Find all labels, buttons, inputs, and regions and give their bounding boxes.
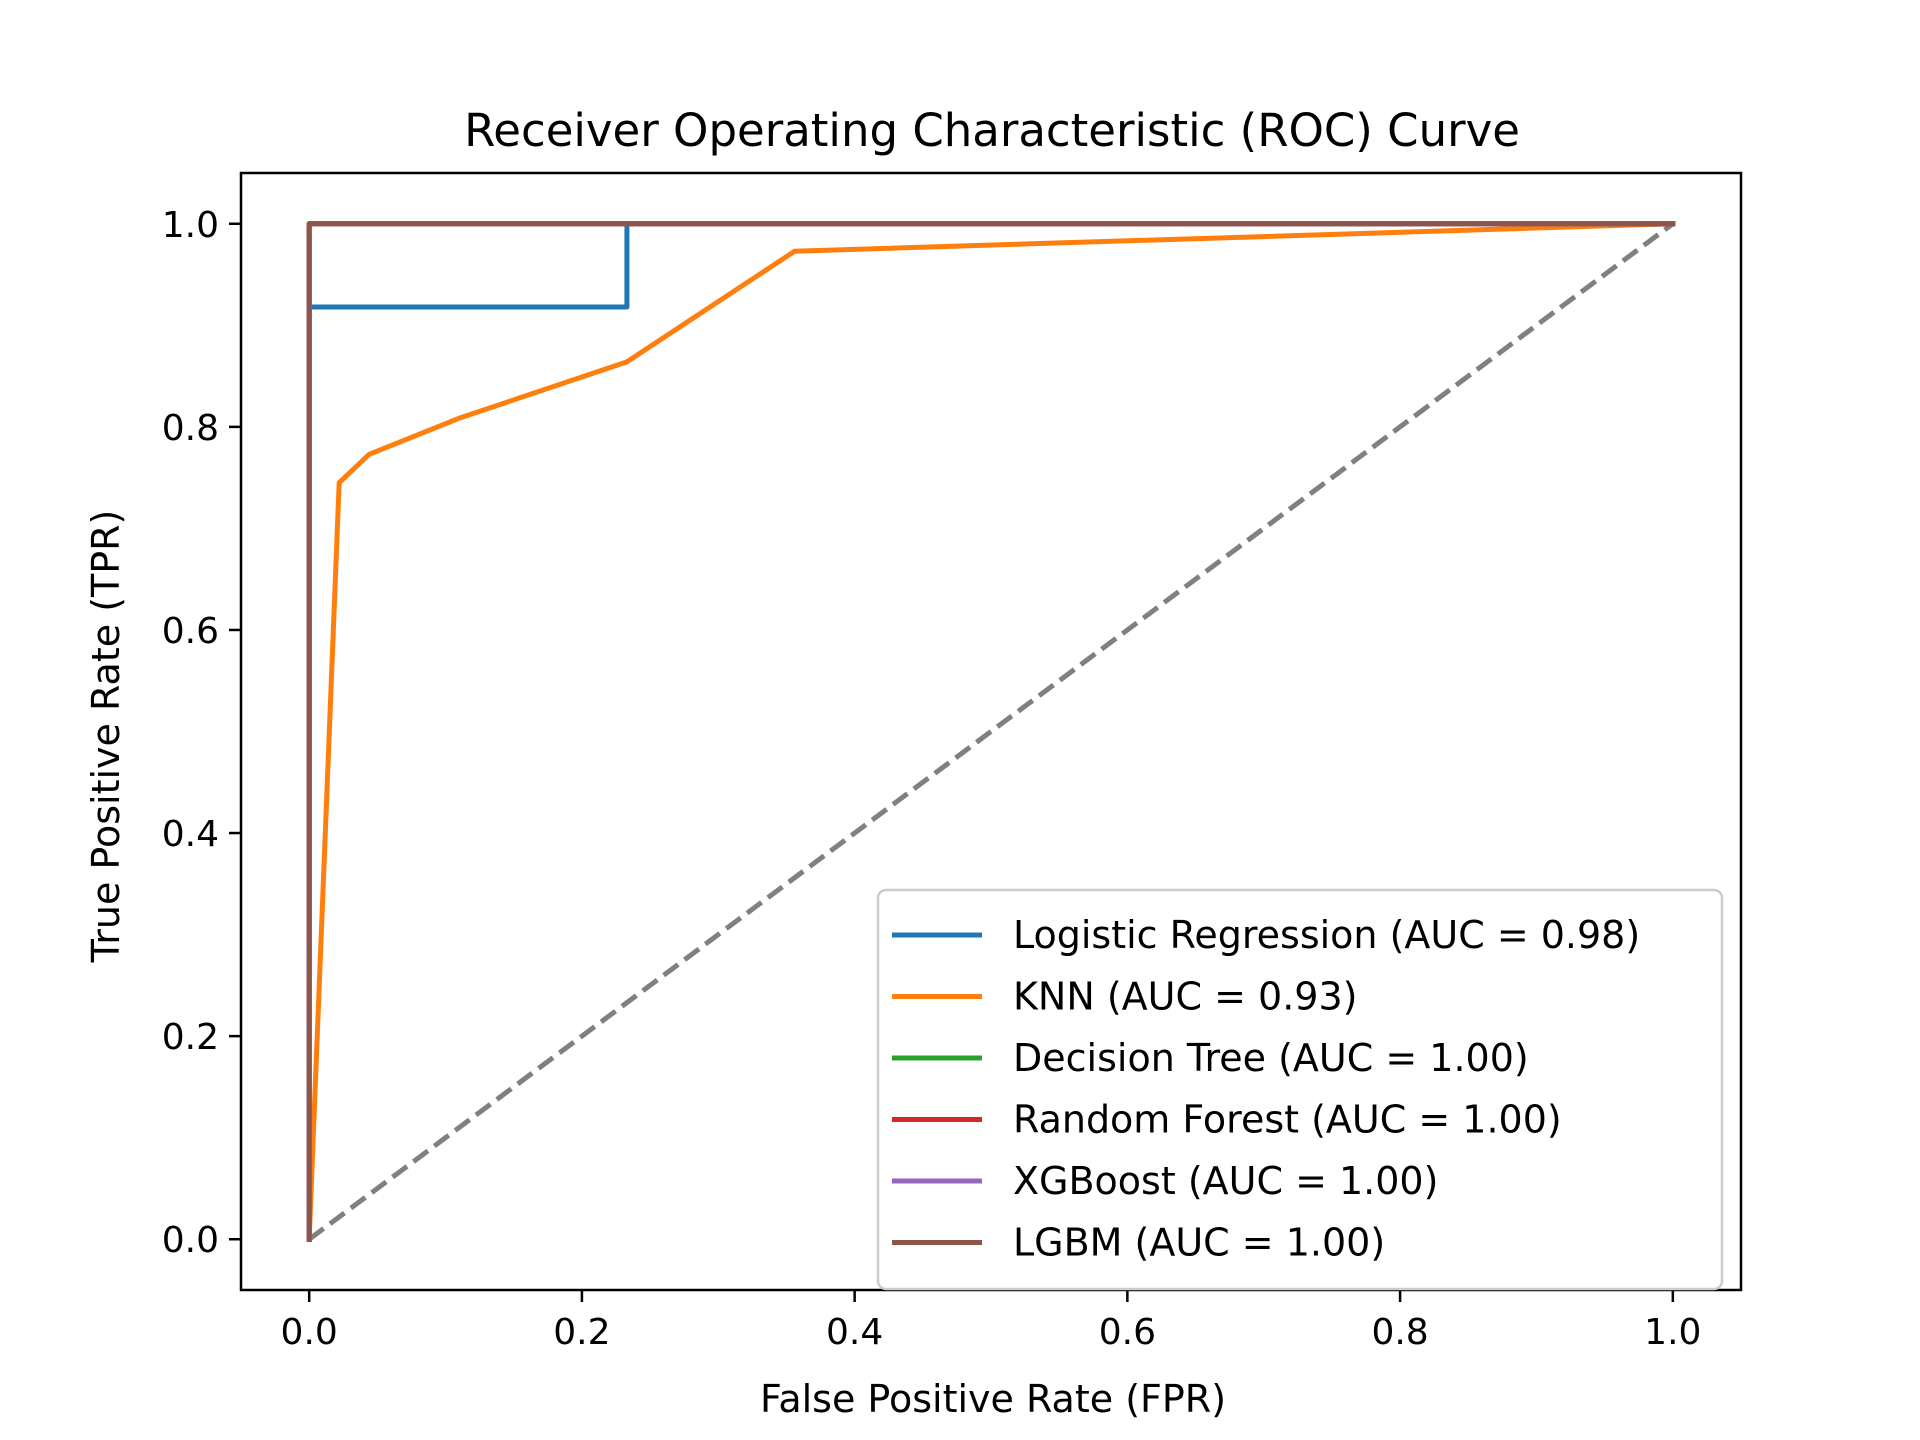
reference-diagonal-line: [307, 221, 1675, 1242]
legend-label-3: Random Forest (AUC = 1.00): [1013, 1098, 1562, 1142]
legend-label-0: Logistic Regression (AUC = 0.98): [1013, 913, 1640, 957]
y-axis-label: True Positive Rate (TPR): [84, 510, 128, 964]
x-tick-label-5: 1.0: [1644, 1312, 1701, 1353]
y-tick-label-3: 0.6: [162, 611, 219, 652]
x-tick-label-2: 0.4: [826, 1312, 883, 1353]
legend-label-4: XGBoost (AUC = 1.00): [1013, 1159, 1438, 1203]
legend: Logistic Regression (AUC = 0.98) KNN (AUC…: [876, 888, 1724, 1291]
x-tick-label-1: 0.2: [553, 1312, 610, 1353]
plot-area: [239, 171, 1743, 1292]
x-axis-label: False Positive Rate (FPR): [760, 1377, 1226, 1421]
y-tick-label-4: 0.8: [162, 408, 219, 449]
x-tick-label-4: 0.8: [1371, 1312, 1428, 1353]
x-tick-label-3: 0.6: [1099, 1312, 1156, 1353]
series-line-1: [306, 221, 1676, 1242]
chart-title: Receiver Operating Characteristic (ROC) …: [464, 104, 1520, 157]
y-tick-label-5: 1.0: [162, 205, 219, 246]
x-tick-label-0: 0.0: [281, 1312, 338, 1353]
x-axis: 0.0 0.2 0.4 0.6 0.8 1.0: [281, 1290, 1701, 1353]
y-tick-label-1: 0.2: [162, 1017, 219, 1058]
y-tick-label-0: 0.0: [162, 1220, 219, 1261]
legend-label-5: LGBM (AUC = 1.00): [1013, 1221, 1385, 1265]
y-axis: 0.0 0.2 0.4 0.6 0.8 1.0: [162, 205, 241, 1261]
y-tick-label-2: 0.4: [162, 814, 219, 855]
series-line-5: [306, 221, 1676, 1242]
legend-label-2: Decision Tree (AUC = 1.00): [1013, 1036, 1529, 1080]
legend-box: [876, 888, 1724, 1291]
legend-label-1: KNN (AUC = 0.93): [1013, 975, 1357, 1019]
